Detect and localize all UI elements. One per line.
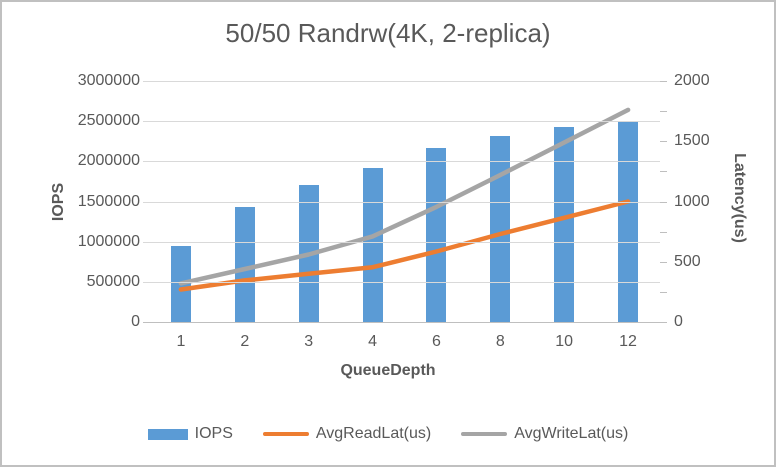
right-axis-tick [660, 141, 667, 142]
right-axis-tick [660, 232, 667, 233]
left-axis-title: IOPS [50, 182, 67, 222]
right-axis-tick [660, 81, 667, 82]
avgwritelat-us--line [178, 107, 631, 286]
iops-bar [362, 168, 383, 322]
gridline [143, 242, 660, 243]
legend-label-iops: IOPS [194, 425, 233, 442]
write-line-swatch-icon [461, 432, 508, 436]
left-axis-tick-label: 500000 [86, 273, 140, 290]
right-axis-tick [660, 322, 667, 323]
x-axis-tick-label: 1 [176, 333, 186, 350]
legend: IOPS AvgReadLat(us) AvgWriteLat(us) [2, 425, 774, 443]
iops-bar-swatch-icon [147, 428, 188, 440]
x-axis-tick-label: 2 [240, 333, 250, 350]
iops-bar [234, 207, 255, 322]
iops-bar [426, 148, 447, 322]
left-axis-tick-label: 2500000 [77, 112, 140, 129]
chart-title: 50/50 Randrw(4K, 2-replica) [225, 18, 551, 48]
legend-label-avgreadlat: AvgReadLat(us) [315, 425, 432, 442]
gridline [143, 282, 660, 283]
right-axis-title: Latency(us) [731, 153, 748, 243]
x-axis-tick-label: 10 [555, 333, 574, 350]
avgreadlat-us--line [178, 199, 631, 292]
legend-item-iops: IOPS [147, 425, 233, 443]
x-axis-line [143, 322, 660, 323]
read-line-swatch-icon [262, 432, 309, 436]
left-axis-tick-label: 0 [131, 313, 140, 330]
legend-label-avgwritelat: AvgWriteLat(us) [514, 425, 629, 442]
right-axis-tick-label: 500 [674, 253, 701, 270]
right-axis-tick [660, 202, 667, 203]
plot-area [143, 81, 660, 323]
right-axis-tick-label: 2000 [674, 72, 710, 89]
right-axis-tick [660, 262, 667, 263]
left-axis-tick-label: 2000000 [77, 152, 140, 169]
gridline [143, 202, 660, 203]
right-axis-tick [660, 292, 667, 293]
x-axis-title: QueueDepth [340, 362, 436, 379]
x-axis-tick-label: 8 [495, 333, 505, 350]
right-axis-tick-label: 1500 [674, 132, 710, 149]
gridline [143, 121, 660, 122]
gridline [143, 81, 660, 82]
right-axis-tick-label: 0 [674, 313, 683, 330]
legend-item-avgwritelat: AvgWriteLat(us) [461, 425, 628, 443]
iops-bar [554, 127, 575, 322]
x-axis-tick-label: 3 [304, 333, 314, 350]
left-axis-tick-label: 1000000 [77, 233, 140, 250]
left-axis-tick-label: 3000000 [77, 72, 140, 89]
right-axis-tick [660, 111, 667, 112]
left-axis-tick-label: 1500000 [77, 193, 140, 210]
line-series-layer [178, 107, 631, 292]
x-axis-tick-label: 12 [619, 333, 637, 350]
x-axis-tick-label: 4 [368, 333, 378, 350]
right-axis-tick [660, 171, 667, 172]
x-axis-tick-label: 6 [431, 333, 441, 350]
iops-bar [618, 122, 639, 322]
right-axis-tick-label: 1000 [674, 193, 710, 210]
iops-bar [490, 136, 511, 322]
gridline [143, 161, 660, 162]
legend-item-avgreadlat: AvgReadLat(us) [262, 425, 432, 443]
